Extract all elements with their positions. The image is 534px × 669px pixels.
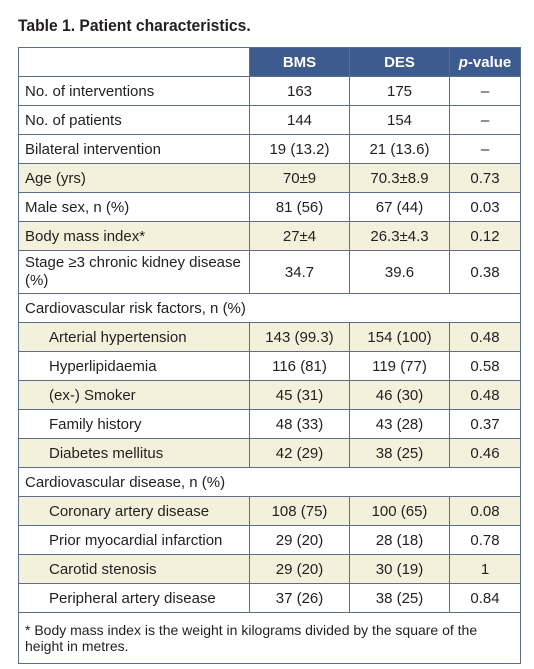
des-value: 21 (13.6)	[349, 134, 450, 164]
bms-value: 27±4	[249, 221, 350, 251]
des-value: 38 (25)	[349, 438, 450, 468]
header-p-italic: p	[458, 53, 468, 71]
row-label: (ex-) Smoker	[18, 380, 250, 410]
header-row: BMS DES p-value	[18, 47, 521, 77]
des-value: 43 (28)	[349, 409, 450, 439]
row-label: Peripheral artery disease	[18, 583, 250, 613]
des-value: 70.3±8.9	[349, 163, 450, 193]
des-value: 30 (19)	[349, 554, 450, 584]
section-row-risk-factors: Cardiovascular risk factors, n (%)	[18, 293, 521, 323]
des-value: 26.3±4.3	[349, 221, 450, 251]
table-row: Body mass index* 27±4 26.3±4.3 0.12	[18, 221, 521, 251]
row-label: Coronary artery disease	[18, 496, 250, 526]
table-row: (ex-) Smoker 45 (31) 46 (30) 0.48	[18, 380, 521, 410]
header-p-value: p-value	[449, 47, 521, 77]
des-value: 39.6	[349, 250, 450, 294]
table-row: Coronary artery disease 108 (75) 100 (65…	[18, 496, 521, 526]
p-value: 0.46	[449, 438, 521, 468]
row-label: Body mass index*	[18, 221, 250, 251]
table-row: No. of patients 144 154 –	[18, 105, 521, 135]
bms-value: 34.7	[249, 250, 350, 294]
bms-value: 29 (20)	[249, 525, 350, 555]
table-row: Bilateral intervention 19 (13.2) 21 (13.…	[18, 134, 521, 164]
table-row: Age (yrs) 70±9 70.3±8.9 0.73	[18, 163, 521, 193]
p-value: 0.73	[449, 163, 521, 193]
p-value: 0.38	[449, 250, 521, 294]
row-label: Bilateral intervention	[18, 134, 250, 164]
header-blank-cell	[18, 47, 250, 77]
row-label: Carotid stenosis	[18, 554, 250, 584]
row-label: Hyperlipidaemia	[18, 351, 250, 381]
des-value: 46 (30)	[349, 380, 450, 410]
row-label: Arterial hypertension	[18, 322, 250, 352]
footnote-row: * Body mass index is the weight in kilog…	[18, 612, 521, 664]
table-row: Family history 48 (33) 43 (28) 0.37	[18, 409, 521, 439]
bms-value: 19 (13.2)	[249, 134, 350, 164]
des-value: 67 (44)	[349, 192, 450, 222]
header-des: DES	[349, 47, 450, 77]
bms-value: 143 (99.3)	[249, 322, 350, 352]
p-value: 0.48	[449, 322, 521, 352]
row-label: Male sex, n (%)	[18, 192, 250, 222]
p-value: 0.58	[449, 351, 521, 381]
row-label: No. of interventions	[18, 76, 250, 106]
des-value: 175	[349, 76, 450, 106]
des-value: 119 (77)	[349, 351, 450, 381]
des-value: 154 (100)	[349, 322, 450, 352]
bms-value: 163	[249, 76, 350, 106]
table-row: Hyperlipidaemia 116 (81) 119 (77) 0.58	[18, 351, 521, 381]
p-value: 0.48	[449, 380, 521, 410]
row-label: Age (yrs)	[18, 163, 250, 193]
table-caption: Table 1. Patient characteristics.	[18, 16, 251, 35]
bms-value: 45 (31)	[249, 380, 350, 410]
row-label: No. of patients	[18, 105, 250, 135]
des-value: 100 (65)	[349, 496, 450, 526]
row-label: Stage ≥3 chronic kidney disease (%)	[18, 250, 250, 294]
bms-value: 37 (26)	[249, 583, 350, 613]
p-value: –	[449, 76, 521, 106]
section-label: Cardiovascular risk factors, n (%)	[18, 293, 521, 323]
footnote: * Body mass index is the weight in kilog…	[18, 612, 521, 664]
p-value: 0.08	[449, 496, 521, 526]
bms-value: 144	[249, 105, 350, 135]
patient-characteristics-table: BMS DES p-value No. of interventions 163…	[18, 47, 521, 664]
bms-value: 48 (33)	[249, 409, 350, 439]
p-value: 0.84	[449, 583, 521, 613]
row-label: Diabetes mellitus	[18, 438, 250, 468]
table-row: Carotid stenosis 29 (20) 30 (19) 1	[18, 554, 521, 584]
section-row-cardiovascular-disease: Cardiovascular disease, n (%)	[18, 467, 521, 497]
p-value: 0.03	[449, 192, 521, 222]
table-row: Male sex, n (%) 81 (56) 67 (44) 0.03	[18, 192, 521, 222]
p-value: –	[449, 134, 521, 164]
des-value: 28 (18)	[349, 525, 450, 555]
p-value: –	[449, 105, 521, 135]
table-row: Arterial hypertension 143 (99.3) 154 (10…	[18, 322, 521, 352]
table-row: Diabetes mellitus 42 (29) 38 (25) 0.46	[18, 438, 521, 468]
p-value: 1	[449, 554, 521, 584]
row-label: Prior myocardial infarction	[18, 525, 250, 555]
p-value: 0.37	[449, 409, 521, 439]
header-p-rest: -value	[467, 53, 512, 71]
table-row: Peripheral artery disease 37 (26) 38 (25…	[18, 583, 521, 613]
table-row: Prior myocardial infarction 29 (20) 28 (…	[18, 525, 521, 555]
table-row: Stage ≥3 chronic kidney disease (%) 34.7…	[18, 250, 521, 294]
bms-value: 108 (75)	[249, 496, 350, 526]
des-value: 38 (25)	[349, 583, 450, 613]
bms-value: 42 (29)	[249, 438, 350, 468]
bms-value: 70±9	[249, 163, 350, 193]
p-value: 0.78	[449, 525, 521, 555]
des-value: 154	[349, 105, 450, 135]
bms-value: 116 (81)	[249, 351, 350, 381]
p-value: 0.12	[449, 221, 521, 251]
row-label: Family history	[18, 409, 250, 439]
header-bms: BMS	[249, 47, 350, 77]
table-row: No. of interventions 163 175 –	[18, 76, 521, 106]
section-label: Cardiovascular disease, n (%)	[18, 467, 521, 497]
bms-value: 29 (20)	[249, 554, 350, 584]
bms-value: 81 (56)	[249, 192, 350, 222]
